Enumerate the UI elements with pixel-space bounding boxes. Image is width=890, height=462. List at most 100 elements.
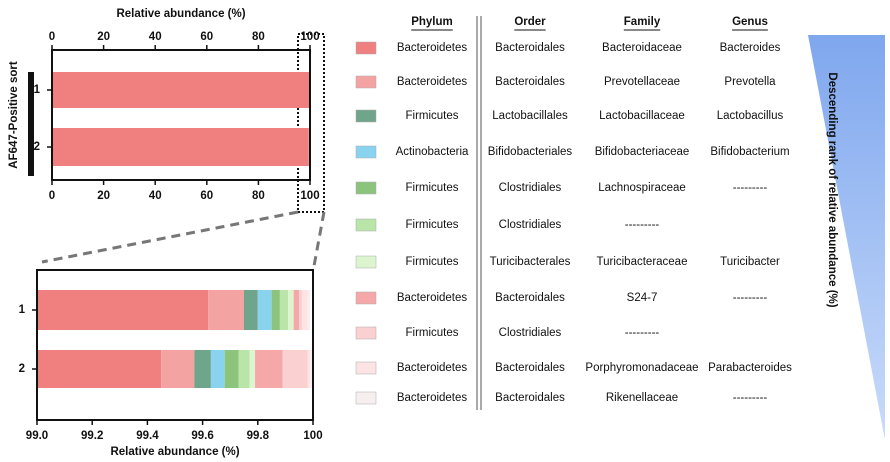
bar-segment [310,350,313,388]
legend-swatch [355,109,377,123]
legend-cell: Bacteroidetes [397,292,468,304]
bar-segment [238,350,250,388]
legend-cell: Firmicutes [405,327,458,339]
x-tick-label: 100 [300,31,319,43]
legend-swatch [355,75,377,89]
bar-segment [299,290,302,330]
bar-segment [249,350,256,388]
legend-cell: S24-7 [627,292,658,304]
legend-cell: Turicibacteraceae [597,256,688,268]
legend-cell: --------- [733,392,768,404]
bar-segment [52,72,310,108]
bar-segment [255,350,283,388]
zoom-line [41,210,299,264]
legend-cell: Firmicutes [405,110,458,122]
legend-cell: Bacteroidales [495,76,565,88]
legend-cell: --------- [625,219,660,231]
bar-segment [210,350,225,388]
x-tick-label: 100 [300,190,319,202]
column-header: Genus [732,16,768,28]
bar-segment [257,290,272,330]
bar-segment [52,128,309,166]
bar-segment [208,290,244,330]
legend-cell: Clostridiales [499,182,562,194]
bar-segment [293,290,300,330]
legend-swatch [355,41,377,55]
x-tick-label: 100 [303,430,322,442]
legend-cell: --------- [733,292,768,304]
bar-segment [271,290,280,330]
x-tick-label: 80 [252,190,265,202]
legend-cell: Bacteroides [720,42,781,54]
x-tick-label: 20 [97,31,110,43]
legend-cell: Bacteroidales [495,292,565,304]
y-tick-label: 2 [19,363,25,375]
bar-segment [288,290,294,330]
x-tick-label: 99.8 [247,430,270,442]
legend-swatch [355,145,377,159]
column-header: Family [624,16,661,28]
zoom-line [312,211,326,267]
x-tick-label: 40 [149,31,162,43]
legend-cell: Firmicutes [405,256,458,268]
legend-cell: Clostridiales [499,219,562,231]
legend-cell: Bacteroidales [495,392,565,404]
legend-cell: Firmicutes [405,182,458,194]
legend-cell: Turicibacterales [490,256,571,268]
x-axis-label: Relative abundance (%) [110,446,239,458]
x-tick-label: 60 [200,190,213,202]
rank-triangle [808,35,885,440]
column-header: Order [514,16,546,28]
bar-segment [307,290,311,330]
legend-cell: Bacteroidetes [397,76,468,88]
y-tick-label: 1 [19,304,26,316]
bar-segment [194,350,211,388]
group-bar [28,72,34,176]
legend-cell: Prevotellaceae [604,76,680,88]
legend-swatch [355,255,377,269]
bar-segment [244,290,258,330]
x-tick-label: 99.4 [136,430,159,442]
bar-segment [161,350,195,388]
legend-cell: Bacteroidales [495,362,565,374]
legend-swatch [355,326,377,340]
x-tick-label: 99.0 [26,430,48,442]
legend-cell: --------- [625,327,660,339]
x-tick-label: 0 [49,31,55,43]
legend-cell: Firmicutes [405,219,458,231]
bar-segment [279,290,289,330]
legend-cell: Porphyromonadaceae [585,362,698,374]
legend-cell: Rikenellaceae [606,392,678,404]
x-tick-label: 40 [149,190,162,202]
column-header: Phylum [411,16,453,28]
legend-cell: Bacteroidetes [397,362,468,374]
zoom-box [297,33,325,213]
y-tick-label: 1 [34,84,41,96]
legend-cell: Lachnospiraceae [598,182,686,194]
x-tick-label: 99.6 [191,430,213,442]
x-tick-label: 60 [200,31,213,43]
legend-cell: Actinobacteria [396,146,469,158]
legend-cell: Bacteroidetes [397,42,468,54]
bar-segment [307,350,311,388]
legend-cell: Bifidobacteriaceae [595,146,690,158]
plot-frame [36,269,314,421]
legend-cell: Lactobacillales [492,110,568,122]
bar-segment [301,290,308,330]
x-tick-label: 80 [252,31,265,43]
legend-cell: --------- [733,182,768,194]
legend-swatch [355,181,377,195]
x-tick-label: 20 [97,190,110,202]
bar-segment [37,290,209,330]
bar-segment [224,350,239,388]
x-tick-label: 99.2 [81,430,103,442]
legend-swatch [355,391,377,405]
legend-swatch [355,291,377,305]
y-axis-label: AF647-Positive sort [8,61,20,169]
x-axis-label: Relative abundance (%) [116,8,245,20]
legend-cell: Lactobacillaceae [599,110,685,122]
legend-cell: Bacteroidales [495,42,565,54]
legend-cell: Bacteroidetes [397,392,468,404]
legend-cell: Lactobacillus [717,110,784,122]
